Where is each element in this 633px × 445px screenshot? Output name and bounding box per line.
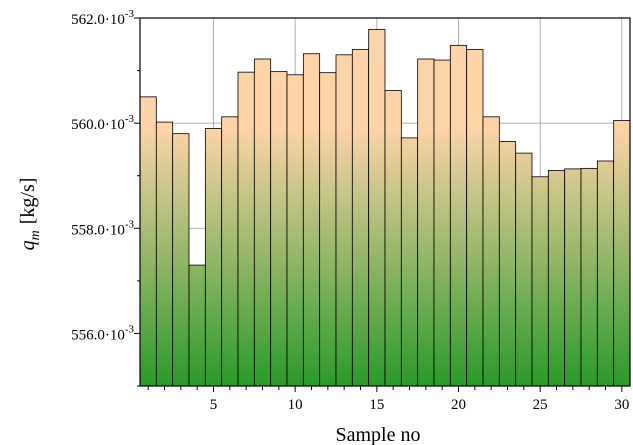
axis-ticks — [134, 17, 623, 392]
bar-sample-19 — [433, 59, 451, 387]
bar-sample-27 — [564, 168, 582, 387]
y-tick-label: 560.0·10-3 — [71, 113, 134, 133]
bar-sample-25 — [531, 176, 549, 387]
bars — [139, 29, 631, 387]
bar-sample-7 — [237, 71, 255, 387]
bar-sample-3 — [172, 133, 190, 387]
bar-sample-24 — [515, 152, 533, 387]
y-tick-exponent: -3 — [125, 323, 135, 335]
x-tick-label: 25 — [533, 397, 548, 413]
y-tick-exponent: -3 — [125, 8, 135, 20]
y-tick-label: 562.0·10-3 — [71, 8, 134, 28]
x-tick-label: 20 — [451, 397, 466, 413]
bar-sample-23 — [498, 141, 517, 387]
bar-sample-16 — [384, 90, 402, 387]
y-tick-mantissa: 556.0·10 — [71, 327, 125, 343]
x-tick-label: 5 — [210, 397, 218, 413]
plot-frame — [139, 17, 631, 387]
bar-sample-4 — [188, 264, 206, 387]
y-axis-subscript: m — [28, 230, 43, 240]
bar-sample-18 — [417, 58, 435, 387]
bar-sample-28 — [580, 167, 598, 387]
bar-sample-10 — [286, 74, 304, 387]
bar-sample-11 — [302, 53, 321, 387]
bar-sample-21 — [466, 49, 484, 387]
bar-sample-15 — [368, 29, 386, 387]
bar-sample-17 — [400, 137, 419, 387]
y-tick-exponent: -3 — [125, 113, 135, 125]
x-tick-label: 15 — [369, 397, 384, 413]
y-tick-mantissa: 560.0·10 — [71, 117, 125, 133]
y-tick-mantissa: 562.0·10 — [71, 12, 125, 28]
bar-sample-1 — [139, 96, 157, 387]
bar-sample-8 — [253, 58, 272, 387]
bar-sample-6 — [221, 116, 239, 387]
bar-sample-13 — [335, 54, 353, 387]
y-axis-unit: [kg/s] — [17, 178, 39, 225]
bar-sample-26 — [547, 170, 566, 387]
x-tick-label: 10 — [288, 397, 303, 413]
bar-sample-2 — [155, 121, 174, 387]
y-tick-label: 556.0·10-3 — [71, 323, 134, 343]
bar-sample-30 — [613, 120, 631, 387]
bar-sample-22 — [482, 116, 500, 387]
y-axis-symbol: q — [17, 240, 39, 250]
y-tick-mantissa: 558.0·10 — [71, 222, 125, 238]
bar-sample-5 — [204, 127, 223, 387]
bar-sample-14 — [351, 49, 370, 387]
x-tick-label: 30 — [614, 397, 629, 413]
y-tick-exponent: -3 — [125, 218, 135, 230]
bar-sample-20 — [449, 44, 468, 387]
x-axis-label: Sample no — [336, 424, 421, 445]
y-tick-label: 558.0·10-3 — [71, 218, 134, 238]
y-axis-label: qm [kg/s] — [17, 178, 43, 251]
bar-sample-12 — [319, 72, 337, 387]
x-tick-labels: 5 10 15 20 25 30 — [210, 397, 630, 413]
bar-sample-9 — [270, 71, 288, 387]
bar-sample-29 — [596, 160, 615, 387]
